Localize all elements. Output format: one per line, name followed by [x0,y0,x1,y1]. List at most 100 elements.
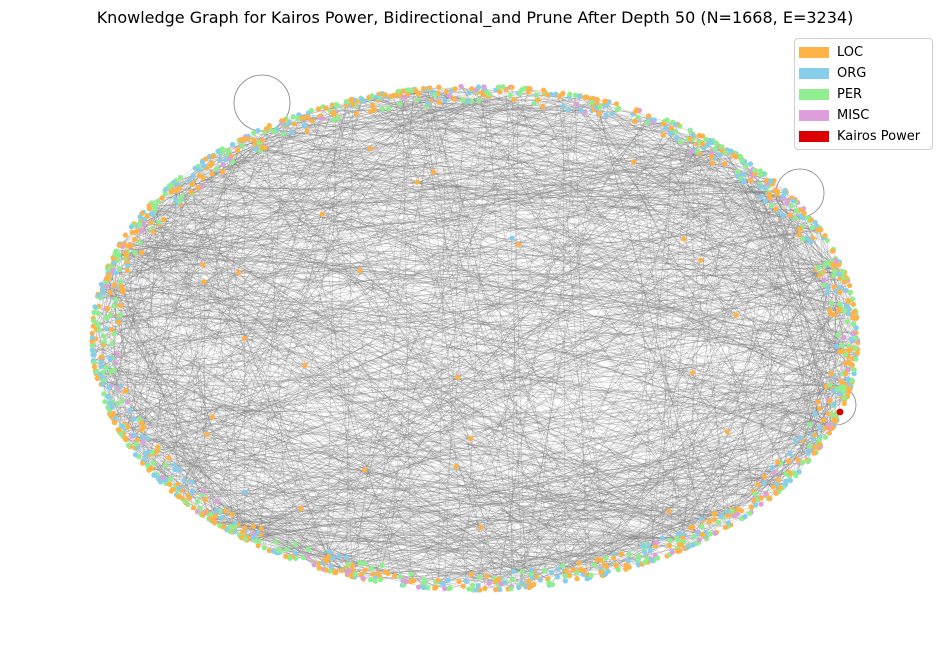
graph-node [230,159,236,165]
graph-node [123,253,130,259]
graph-node [822,233,828,239]
graph-node [594,96,600,102]
graph-node [560,563,566,569]
graph-node [219,146,225,152]
graph-node [840,268,846,274]
graph-node [844,319,851,325]
graph-node [109,404,115,410]
graph-node [576,93,583,99]
graph-node [735,168,741,174]
graph-node [837,301,843,307]
graph-node [594,100,600,106]
graph-node [783,478,789,484]
graph-node [103,364,109,371]
graph-node [589,99,595,106]
graph-node [420,85,427,92]
graph-node [486,580,492,586]
graph-node [345,561,351,568]
graph-node [535,97,541,103]
graph-node [397,101,403,107]
graph-node [849,362,856,368]
graph-node [707,531,713,537]
graph-node [763,490,769,497]
graph-node [155,444,161,450]
graph-node [338,568,344,574]
graph-node [200,175,206,181]
graph-node [725,520,732,526]
graph-node [614,106,620,113]
graph-node [690,524,696,530]
graph-node [769,465,776,471]
graph-node [251,534,257,540]
graph-node [728,148,734,154]
graph-node [789,203,795,209]
graph-node [833,258,840,264]
graph-node [304,114,310,120]
graph-node [95,310,101,316]
graph-node [780,212,786,218]
graph-node [456,578,462,585]
graph-node [827,308,833,314]
graph-node [290,114,296,120]
graph-node [786,458,792,464]
graph-node [469,86,475,92]
graph-node [829,248,835,254]
graph-node [138,227,144,234]
graph-node [758,495,764,501]
graph-node [742,513,748,520]
graph-node [323,105,329,111]
graph-node [668,130,674,136]
graph-node [598,569,604,575]
graph-node [748,504,755,510]
graph-node [829,371,835,377]
graph-node [653,540,660,546]
graph-node [817,441,823,447]
graph-node [261,545,267,551]
graph-node [826,411,832,417]
graph-node [465,99,471,105]
graph-node [326,549,332,555]
graph-node [768,202,774,208]
graph-node [847,283,853,289]
graph-node [115,319,121,325]
graph-node [335,115,342,121]
graph-node [330,555,336,561]
graph-node [105,266,111,272]
graph-node [242,525,248,531]
graph-node [690,370,696,376]
graph-node [842,395,848,401]
graph-node [357,268,363,274]
graph-node [203,156,209,162]
graph-node [451,96,457,102]
graph-node [200,511,206,517]
graph-node [747,510,753,516]
graph-node [463,578,469,584]
graph-node [466,90,472,96]
legend-item-misc: MISC [799,105,928,126]
graph-node [168,182,174,188]
graph-node [415,90,421,96]
graph-node [130,416,137,422]
graph-node [229,511,235,517]
legend-swatch-loc [799,47,829,58]
graph-node [115,427,121,433]
graph-node [830,387,837,394]
graph-node [839,348,846,354]
graph-node [179,194,185,200]
graph-node [635,562,642,568]
graph-node [706,518,712,525]
graph-node [122,232,128,238]
graph-node [112,360,118,366]
graph-node [132,250,138,256]
graph-node [137,239,143,245]
graph-node [833,417,839,423]
graph-node [315,106,322,112]
graph-node [468,436,474,442]
graph-node [493,586,499,593]
graph-node [220,161,226,168]
graph-node [126,243,132,249]
graph-node [851,309,858,315]
graph-node [125,262,131,269]
graph-node [821,277,827,283]
graph-node [316,560,322,567]
